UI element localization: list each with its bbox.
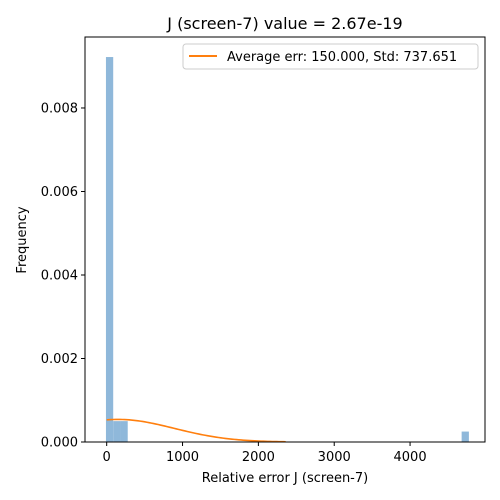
legend-label: Average err: 150.000, Std: 737.651: [227, 50, 457, 65]
legend: Average err: 150.000, Std: 737.651: [182, 43, 479, 70]
y-axis-label: Frequency: [15, 206, 30, 273]
y-axis-ticks: 0.000 0.002 0.004 0.006 0.008: [41, 101, 85, 451]
y-tick-label: 0.002: [41, 352, 78, 367]
histogram-bar-2: [120, 421, 128, 442]
x-tick-label: 2000: [242, 450, 275, 465]
x-axis-label: Relative error J (screen-7): [202, 471, 368, 486]
histogram-bar-3: [461, 431, 469, 442]
y-tick-label: 0.004: [41, 268, 78, 283]
y-tick-label: 0.008: [41, 101, 78, 116]
bars-layer: [105, 57, 469, 443]
y-tick-label: 0.006: [41, 185, 78, 200]
chart-title: J (screen-7) value = 2.67e-19: [166, 14, 402, 33]
histogram-bar-1: [113, 421, 121, 442]
plot-frame: [84, 36, 486, 443]
x-tick-label: 4000: [394, 450, 427, 465]
x-axis-ticks: 0 1000 2000 3000 4000: [103, 442, 427, 465]
legend-box: [182, 43, 479, 70]
histogram-bar-0: [105, 57, 114, 443]
x-tick-label: 1000: [166, 450, 199, 465]
y-tick-label: 0.000: [41, 436, 78, 451]
line-layer: [106, 418, 286, 443]
series-line-average-err: [106, 418, 286, 443]
x-tick-label: 0: [103, 450, 111, 465]
x-tick-label: 3000: [318, 450, 351, 465]
